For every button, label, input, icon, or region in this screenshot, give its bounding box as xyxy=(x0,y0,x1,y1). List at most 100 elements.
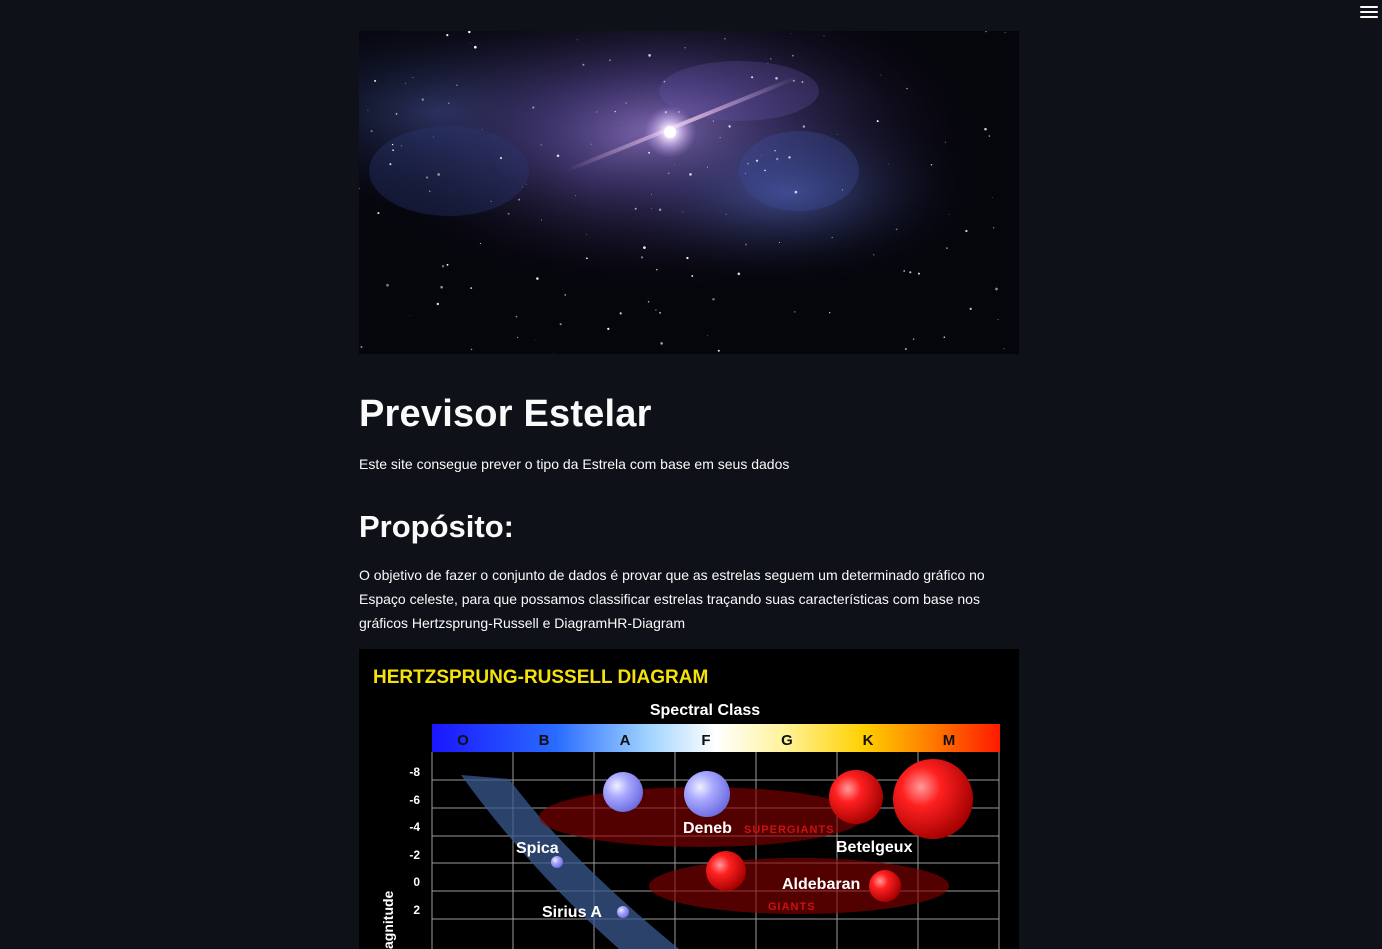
starfield-dot xyxy=(468,31,471,34)
starfield-dot xyxy=(909,271,912,274)
starfield-dot xyxy=(377,212,380,215)
starfield-dot xyxy=(895,228,898,231)
starfield-dot xyxy=(906,87,908,90)
starfield-dot xyxy=(794,311,796,313)
starfield-dot xyxy=(794,190,798,194)
spectral-class-a: A xyxy=(620,732,631,749)
starfield-dot xyxy=(841,189,843,191)
starfield-dot xyxy=(441,265,445,268)
starfield-dot xyxy=(774,150,776,152)
starfield-dot xyxy=(625,102,627,104)
starfield-dot xyxy=(829,312,831,314)
magnitude-tick: 0 xyxy=(413,875,420,889)
starfield-dot xyxy=(522,186,524,188)
starfield-dot xyxy=(609,59,611,62)
spectral-class-g: G xyxy=(781,732,793,749)
starfield-dot xyxy=(651,208,652,209)
intro-text: Este site consegue prever o tipo da Estr… xyxy=(359,456,790,472)
starfield-dot xyxy=(400,145,402,147)
starfield-dot xyxy=(596,111,598,113)
magnitude-tick: -2 xyxy=(409,848,420,862)
starfield-dot xyxy=(719,137,721,139)
hamburger-icon-bar xyxy=(1360,11,1378,13)
starfield-dot xyxy=(582,63,585,66)
starfield-dot xyxy=(428,190,431,193)
starfield-dot xyxy=(525,183,527,185)
starfield-dot xyxy=(792,79,795,82)
starfield-dot xyxy=(725,213,727,215)
starfield-dot xyxy=(691,275,694,277)
hr-spectral-label: Spectral Class xyxy=(650,702,760,719)
starfield-dot xyxy=(392,149,394,152)
starfield-dot xyxy=(370,130,373,133)
starfield-dot xyxy=(778,241,780,244)
magnitude-tick: 2 xyxy=(413,903,420,917)
starfield-dot xyxy=(540,219,542,221)
starfield-dot xyxy=(585,257,588,260)
star-label-sirius: Sirius A xyxy=(542,904,602,921)
magnitude-tick: -4 xyxy=(409,820,420,834)
starfield-dot xyxy=(997,319,999,321)
main-content: Previsor Estelar Este site consegue prev… xyxy=(359,31,1019,949)
starfield-dot xyxy=(405,82,406,84)
starfield-dot xyxy=(517,336,519,338)
starfield-dot xyxy=(880,74,882,76)
starfield-dot xyxy=(682,211,684,213)
star-label-spica: Spica xyxy=(516,840,559,857)
starfield-dot xyxy=(985,31,987,33)
starfield-dot xyxy=(717,349,720,352)
starfield-dot xyxy=(556,154,560,158)
starfield-dot xyxy=(648,151,650,154)
spectral-class-m: M xyxy=(943,732,956,749)
starfield-dot xyxy=(412,77,414,78)
starfield-dot xyxy=(425,176,429,179)
starfield-dot xyxy=(745,173,746,174)
magnitude-tick: -6 xyxy=(409,793,420,807)
starfield-dot xyxy=(619,312,622,315)
starfield-dot xyxy=(917,272,920,275)
hr-diagram-image: HERTZSPRUNG-RUSSELL DIAGRAM Spectral Cla… xyxy=(359,649,1019,949)
starfield-dot xyxy=(659,311,662,314)
starfield-dot xyxy=(678,111,680,113)
starfield-dot xyxy=(607,327,610,331)
starfield-dot xyxy=(876,120,879,123)
starfield-dot xyxy=(391,143,394,146)
starfield-dot xyxy=(686,256,689,260)
starfield-dot xyxy=(552,353,554,354)
star-label-aldebaran: Aldebaran xyxy=(782,876,860,893)
star-label-deneb: Deneb xyxy=(683,820,732,837)
starfield-dot xyxy=(802,125,806,128)
hamburger-menu-button[interactable] xyxy=(1360,4,1378,20)
starfield-dot xyxy=(647,301,650,303)
starfield-dot xyxy=(614,110,616,113)
hamburger-icon-bar xyxy=(1360,6,1378,8)
starfield-dot xyxy=(912,338,915,340)
starfield-dot xyxy=(995,287,998,291)
starfield-dot xyxy=(499,157,503,160)
spectral-class-f: F xyxy=(701,732,710,749)
starfield-dot xyxy=(389,163,392,166)
starfield-dot xyxy=(386,283,389,287)
starfield-dot xyxy=(724,38,726,40)
starfield-dot xyxy=(473,45,477,49)
starfield-dot xyxy=(1003,348,1005,350)
purpose-text: O objetivo de fazer o conjunto de dados … xyxy=(359,567,985,631)
starfield-dot xyxy=(518,198,521,201)
starfield-dot xyxy=(767,62,769,64)
spectral-class-k: K xyxy=(863,732,874,749)
starfield-dot xyxy=(621,122,622,123)
page-title: Previsor Estelar xyxy=(359,393,652,435)
spectral-class-b: B xyxy=(539,732,550,749)
starfield-dot xyxy=(712,120,714,122)
starfield-dot xyxy=(536,277,539,280)
starfield-dot xyxy=(764,169,766,172)
starfield-dot xyxy=(655,309,657,311)
starfield-dot xyxy=(576,39,578,41)
starfield-dot xyxy=(873,254,875,256)
spectral-class-o: O xyxy=(457,732,469,749)
magnitude-axis-label: agnitude xyxy=(380,890,396,949)
starfield-dot xyxy=(684,47,686,49)
starfield-dot xyxy=(437,173,441,176)
starfield-dot xyxy=(831,236,833,239)
starfield-dot xyxy=(470,287,473,290)
